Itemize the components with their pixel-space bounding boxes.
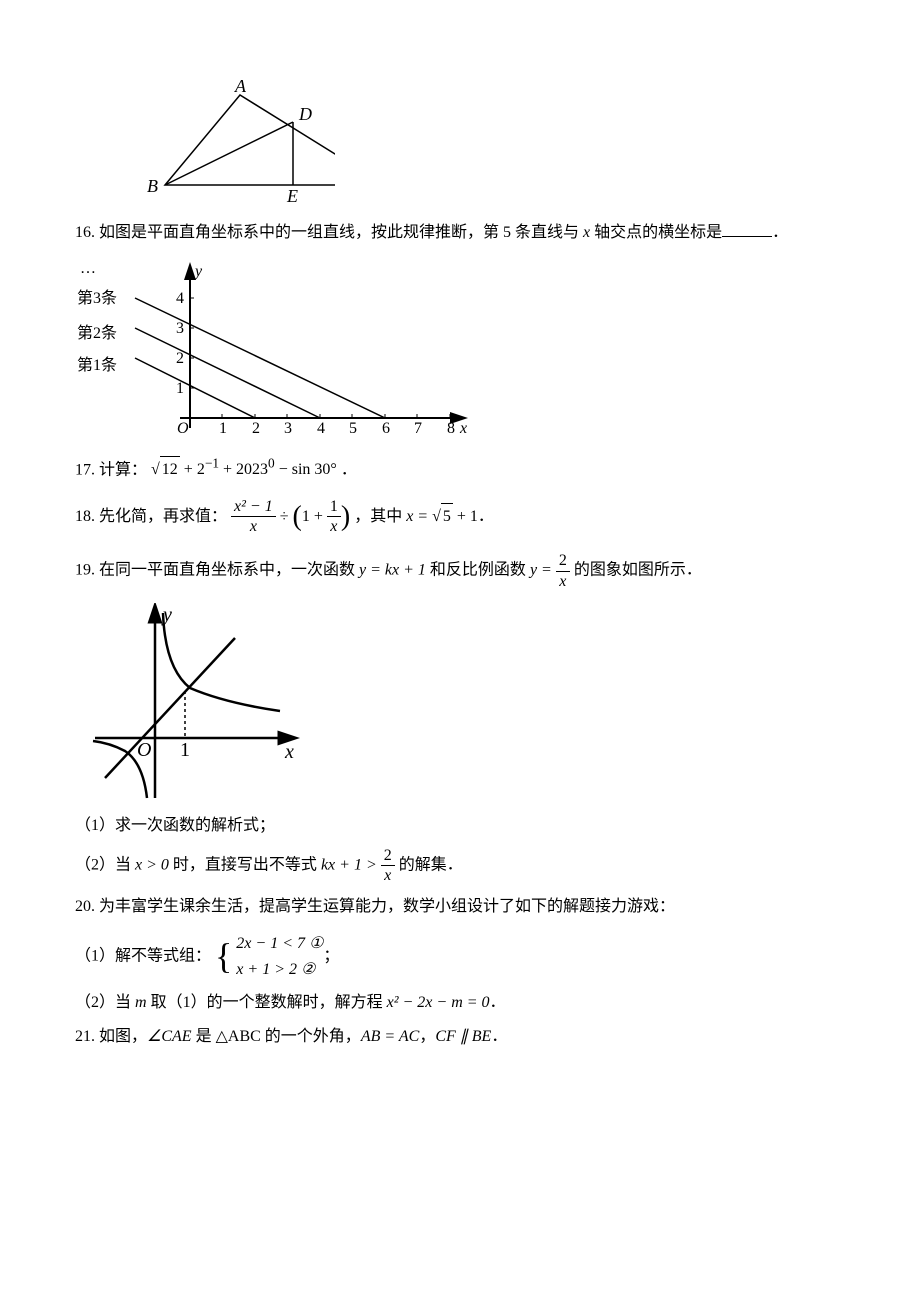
svg-text:2: 2 bbox=[176, 350, 184, 367]
q19-f1: y = kx + 1 bbox=[359, 562, 426, 579]
x-axis-label: x bbox=[459, 420, 467, 437]
q16-text-mid: 轴交点的横坐标是 bbox=[590, 224, 722, 241]
q20-s2-suffix: ． bbox=[490, 994, 506, 1011]
q20-s1-prefix: （1）解不等式组： bbox=[75, 948, 211, 965]
q19-s2-fn: 2 bbox=[381, 846, 395, 866]
line2-label: 第2条 bbox=[77, 324, 117, 342]
q20-s2-m: m bbox=[135, 994, 147, 1011]
q19-sub1: （1）求一次函数的解析式； bbox=[75, 813, 845, 839]
svg-text:4: 4 bbox=[176, 290, 184, 307]
q17-t2e: −1 bbox=[205, 456, 219, 471]
q17-t3e: 0 bbox=[268, 456, 275, 471]
origin-label: O bbox=[177, 420, 189, 437]
q18-pfn: 1 bbox=[327, 497, 341, 517]
q16-figure: O y x 1 2 3 4 5 6 7 8 1 2 3 4 … 第3条 第2条 第1条 bbox=[75, 258, 845, 443]
q20: 20. 为丰富学生课余生活，提高学生运算能力，数学小组设计了如下的解题接力游戏： bbox=[75, 894, 845, 920]
q17-sqrt: 12 bbox=[160, 456, 180, 483]
q18-f1n: x² − 1 bbox=[231, 497, 276, 517]
svg-text:1: 1 bbox=[176, 380, 184, 397]
q20-brace1: 2x − 1 < 7 ① bbox=[236, 931, 323, 957]
q21-comma: ， bbox=[419, 1028, 435, 1045]
q20-sub1: （1）解不等式组： { 2x − 1 < 7 ① x + 1 > 2 ② ； bbox=[75, 931, 845, 982]
q20-brace2: x + 1 > 2 ② bbox=[236, 957, 323, 983]
y-axis-label: y bbox=[193, 263, 203, 280]
svg-text:4: 4 bbox=[317, 420, 325, 437]
q21-eq1: AB = AC bbox=[361, 1028, 420, 1045]
q16-blank bbox=[722, 220, 772, 237]
q17-suffix: ． bbox=[341, 461, 357, 478]
q21-prefix: 21. 如图， bbox=[75, 1028, 147, 1045]
q19-s2-fd: x bbox=[381, 866, 395, 885]
svg-text:3: 3 bbox=[284, 420, 292, 437]
q19-ylabel: y bbox=[161, 604, 172, 626]
q17-t4: sin 30° bbox=[292, 461, 337, 478]
q19-figure: O 1 x y bbox=[75, 603, 845, 803]
label-b: B bbox=[147, 176, 158, 196]
triangle-svg: A B C D E bbox=[75, 80, 335, 210]
q19-mid: 和反比例函数 bbox=[426, 562, 530, 579]
q20-sub2: （2）当 m 取（1）的一个整数解时，解方程 x² − 2x − m = 0． bbox=[75, 990, 845, 1016]
svg-text:1: 1 bbox=[219, 420, 227, 437]
q19-f2d: x bbox=[556, 572, 570, 591]
q19-suffix: 的图象如图所示． bbox=[570, 562, 702, 579]
q19-s2-lhs: kx + 1 > bbox=[321, 857, 381, 874]
q18-prefix: 18. 先化简，再求值： bbox=[75, 508, 227, 525]
q19-s2-prefix: （2）当 bbox=[75, 857, 135, 874]
label-e: E bbox=[286, 186, 298, 206]
label-d: D bbox=[298, 104, 312, 124]
q15-figure: A B C D E bbox=[75, 80, 845, 210]
q19-f2y: y = bbox=[530, 562, 556, 579]
q21: 21. 如图，∠CAE 是 △ABC 的一个外角，AB = AC，CF ∥ BE… bbox=[75, 1024, 845, 1050]
q21-mid1: 是 bbox=[192, 1028, 216, 1045]
q20-s2-mid: 取（1）的一个整数解时，解方程 bbox=[147, 994, 387, 1011]
q18-where: ，其中 bbox=[354, 508, 406, 525]
q18: 18. 先化简，再求值： x² − 1x ÷ (1 + 1x) ，其中 x = … bbox=[75, 495, 845, 540]
q17-t2b: 2 bbox=[197, 461, 205, 478]
lines-svg: O y x 1 2 3 4 5 6 7 8 1 2 3 4 … 第3条 第2条 第1条 bbox=[75, 258, 475, 443]
q16: 16. 如图是平面直角坐标系中的一组直线，按此规律推断，第 5 条直线与 x 轴… bbox=[75, 220, 845, 246]
function-svg: O 1 x y bbox=[75, 603, 305, 803]
q19-s2-mid: 时，直接写出不等式 bbox=[169, 857, 321, 874]
q21-angle: ∠CAE bbox=[147, 1028, 192, 1045]
q19-s2-suffix: 的解集． bbox=[395, 857, 463, 874]
q20-s2-eq: x² − 2x − m = 0 bbox=[387, 994, 490, 1011]
q19-f2n: 2 bbox=[556, 551, 570, 571]
q21-mid2: 的一个外角， bbox=[261, 1028, 361, 1045]
q21-tri: △ABC bbox=[216, 1028, 261, 1045]
svg-text:2: 2 bbox=[252, 420, 260, 437]
q16-text-suffix: ． bbox=[772, 224, 788, 241]
q19-s2-cond: x > 0 bbox=[135, 857, 169, 874]
svg-text:6: 6 bbox=[382, 420, 390, 437]
q19-xlabel: x bbox=[284, 741, 294, 763]
q19-sub2: （2）当 x > 0 时，直接写出不等式 kx + 1 > 2x 的解集． bbox=[75, 846, 845, 885]
q17: 17. 计算： 12 + 2−1 + 20230 − sin 30° ． bbox=[75, 453, 845, 483]
q18-xeq: x = bbox=[406, 508, 432, 525]
label-a: A bbox=[234, 80, 247, 96]
svg-text:3: 3 bbox=[176, 320, 184, 337]
svg-text:5: 5 bbox=[349, 420, 357, 437]
line1-label: 第1条 bbox=[77, 356, 117, 374]
q18-p1b: + 1 bbox=[453, 508, 478, 525]
q19-origin: O bbox=[137, 739, 151, 761]
q19-tick1: 1 bbox=[180, 739, 190, 761]
svg-text:7: 7 bbox=[414, 420, 422, 437]
q20-s2-prefix: （2）当 bbox=[75, 994, 135, 1011]
q21-par: CF ∥ BE bbox=[435, 1028, 491, 1045]
q17-prefix: 17. 计算： bbox=[75, 461, 147, 478]
q19-prefix: 19. 在同一平面直角坐标系中，一次函数 bbox=[75, 562, 359, 579]
ellipsis: … bbox=[80, 260, 96, 277]
q21-suffix: ． bbox=[491, 1028, 507, 1045]
q18-sqrt: 5 bbox=[441, 503, 453, 530]
q16-text-prefix: 16. 如图是平面直角坐标系中的一组直线，按此规律推断，第 5 条直线与 bbox=[75, 224, 583, 241]
q18-p1: 1 bbox=[302, 508, 310, 525]
q20-s1-suffix: ； bbox=[323, 948, 339, 965]
q18-suffix: ． bbox=[478, 508, 494, 525]
q18-pfd: x bbox=[327, 517, 341, 536]
q18-f1d: x bbox=[231, 517, 276, 536]
q17-t3b: 2023 bbox=[236, 461, 268, 478]
svg-text:8: 8 bbox=[447, 420, 455, 437]
line3-label: 第3条 bbox=[77, 289, 117, 307]
q19: 19. 在同一平面直角坐标系中，一次函数 y = kx + 1 和反比例函数 y… bbox=[75, 551, 845, 590]
